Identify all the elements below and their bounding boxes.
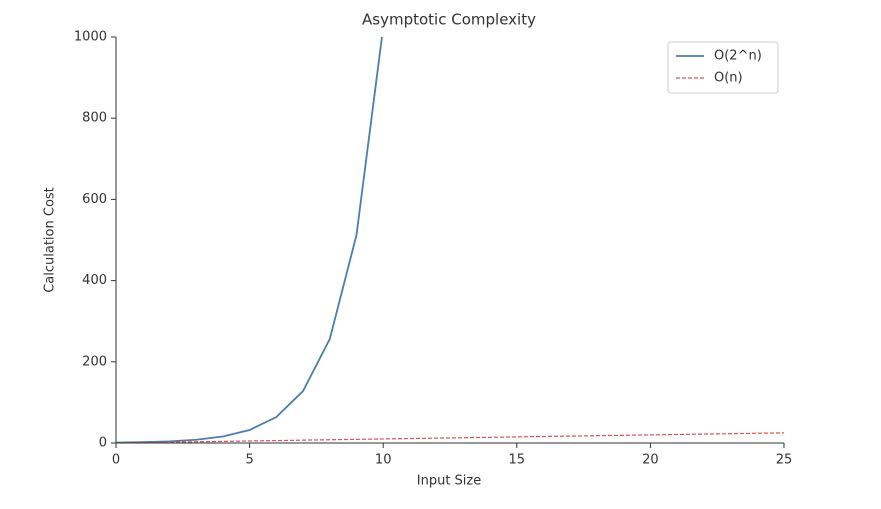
y-tick-label: 800 <box>82 111 107 126</box>
y-tick-label: 0 <box>99 436 107 451</box>
y-tick-label: 400 <box>82 273 107 288</box>
x-axis-label: Input Size <box>417 474 481 489</box>
x-tick-label: 25 <box>776 453 793 468</box>
x-tick-label: 5 <box>245 453 253 468</box>
legend-label: O(n) <box>714 71 743 86</box>
x-tick-label: 0 <box>112 453 120 468</box>
legend-label: O(2^n) <box>714 49 762 64</box>
y-tick-label: 600 <box>82 192 107 207</box>
y-tick-label: 1000 <box>74 30 107 45</box>
x-tick-label: 10 <box>375 453 392 468</box>
x-tick-label: 15 <box>509 453 526 468</box>
y-axis-label: Calculation Cost <box>43 187 58 293</box>
legend-box <box>667 41 779 94</box>
y-tick-label: 200 <box>82 354 107 369</box>
x-tick-label: 20 <box>642 453 659 468</box>
chart-title: Asymptotic Complexity <box>362 11 536 29</box>
plot-area <box>116 0 784 443</box>
series-line <box>116 432 784 443</box>
